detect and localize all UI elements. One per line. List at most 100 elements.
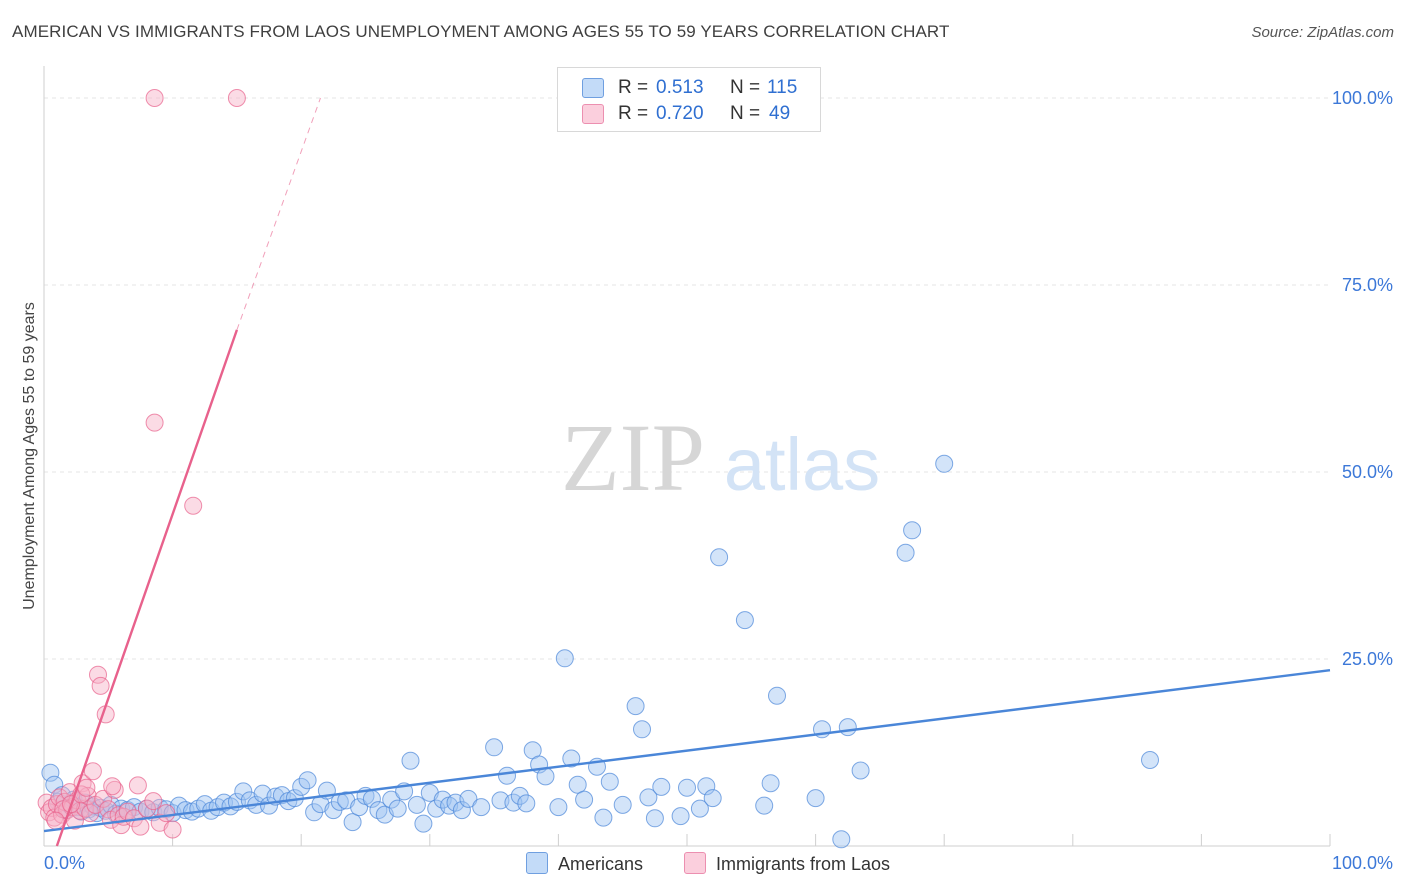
data-point: [768, 686, 786, 705]
correlation-legend: R = 0.513 N = 115 R = 0.720 N = 49: [557, 67, 821, 132]
data-point: [382, 790, 401, 809]
data-point: [510, 786, 529, 805]
data-point: [498, 766, 516, 785]
legend-r-label: R =: [618, 103, 649, 124]
data-point: [407, 795, 426, 814]
data-point: [536, 767, 555, 786]
data-point: [298, 771, 317, 790]
data-point: [562, 749, 581, 768]
data-point: [710, 548, 729, 567]
data-point: [613, 795, 632, 814]
legend-n-laos: 49: [769, 103, 791, 124]
data-point: [671, 807, 690, 826]
data-point: [83, 762, 102, 781]
legend-item-laos[interactable]: Immigrants from Laos: [684, 852, 890, 875]
data-point: [851, 761, 870, 780]
data-point: [935, 454, 954, 473]
data-point: [594, 808, 613, 827]
legend-label-americans: Americans: [558, 854, 644, 874]
data-point: [639, 788, 658, 807]
data-point: [144, 792, 163, 811]
data-point: [99, 800, 118, 819]
data-point: [1141, 751, 1159, 769]
x-tick-label-min: 0.0%: [44, 853, 85, 873]
data-point: [678, 778, 696, 797]
data-point: [485, 738, 504, 757]
legend-swatch-americans: [526, 852, 548, 874]
data-point: [369, 801, 388, 820]
data-point: [735, 611, 754, 630]
data-point: [91, 676, 110, 695]
trend-lines: [43, 97, 1331, 847]
data-point: [292, 777, 311, 796]
data-point: [46, 811, 65, 830]
data-point: [163, 820, 182, 839]
data-point: [838, 718, 857, 737]
data-point: [549, 798, 568, 817]
data-point: [401, 751, 420, 770]
y-tick-label: 100.0%: [1332, 88, 1393, 108]
trend-extension-laos: [236, 97, 321, 331]
watermark-atlas: atlas: [724, 423, 880, 506]
data-point: [697, 777, 716, 796]
y-tick-label: 50.0%: [1342, 462, 1393, 482]
data-point: [806, 789, 825, 808]
data-point: [227, 89, 246, 107]
data-point: [41, 763, 60, 782]
trend-line-americans: [43, 669, 1331, 833]
data-point: [517, 794, 536, 813]
trend-line-laos: [55, 329, 239, 847]
chart-title: AMERICAN VS IMMIGRANTS FROM LAOS UNEMPLO…: [12, 22, 950, 41]
data-point: [128, 776, 147, 795]
legend-label-laos: Immigrants from Laos: [716, 854, 891, 874]
data-point: [234, 782, 253, 801]
data-point: [703, 789, 722, 808]
data-point: [184, 496, 203, 515]
series-laos: [37, 89, 246, 839]
data-point: [600, 772, 619, 791]
tick-labels: 25.0% 50.0% 75.0% 100.0% 0.0% 100.0%: [44, 88, 1393, 873]
legend-swatch-americans: [582, 78, 604, 98]
data-point: [145, 89, 164, 107]
legend-item-americans[interactable]: Americans: [526, 852, 643, 875]
data-point: [145, 413, 164, 432]
data-point: [626, 697, 645, 716]
data-point: [575, 790, 594, 809]
legend-swatch-laos: [582, 104, 604, 124]
watermark-zip: ZIP: [561, 404, 705, 511]
data-point: [343, 813, 362, 832]
data-point: [896, 543, 915, 562]
legend-swatch-laos: [684, 852, 706, 874]
data-point: [157, 804, 176, 823]
data-point: [903, 521, 922, 540]
y-tick-label: 25.0%: [1342, 649, 1393, 669]
legend-n-label: N =: [730, 77, 761, 98]
data-point: [452, 801, 471, 820]
data-point: [568, 775, 587, 794]
data-point: [555, 649, 574, 668]
data-point: [633, 720, 651, 739]
data-point: [414, 814, 433, 833]
data-point: [645, 809, 664, 828]
data-point: [388, 799, 407, 818]
data-point: [755, 796, 774, 815]
series-americans: [41, 454, 1159, 849]
data-point: [652, 777, 671, 796]
data-point: [103, 777, 122, 796]
y-tick-label: 75.0%: [1342, 275, 1393, 295]
legend-r-laos: 0.720: [656, 103, 704, 124]
data-point: [761, 774, 780, 793]
watermark: ZIP atlas: [561, 404, 880, 511]
axes: [43, 66, 1330, 847]
source-credit: Source: ZipAtlas.com: [1251, 24, 1394, 41]
data-point: [504, 793, 523, 812]
data-point: [690, 799, 709, 818]
data-point: [89, 665, 107, 684]
data-point: [472, 798, 491, 817]
data-point: [832, 830, 851, 849]
legend-n-label: N =: [730, 103, 761, 124]
legend-r-americans: 0.513: [656, 77, 704, 98]
legend-n-americans: 115: [767, 77, 798, 98]
legend-r-label: R =: [618, 77, 649, 98]
